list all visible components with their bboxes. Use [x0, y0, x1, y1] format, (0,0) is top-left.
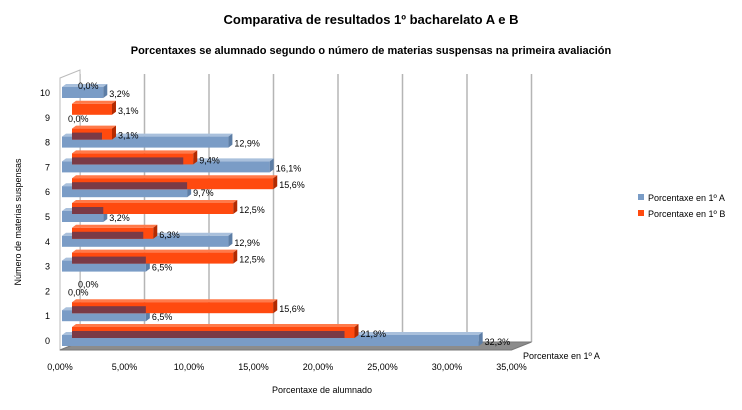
x-tick-label: 10,00%: [174, 362, 205, 372]
bar-series-b-side: [233, 200, 238, 214]
y-tick-label: 5: [45, 212, 50, 222]
bar-series-b-top: [72, 175, 278, 179]
data-label-series-b: 0,0%: [78, 279, 99, 289]
data-label-series-a: 32,3%: [485, 337, 511, 347]
data-label-series-a: 9,7%: [193, 188, 214, 198]
y-tick-label: 2: [45, 286, 50, 296]
bar-series-b-side: [111, 100, 116, 115]
x-axis-title: Porcentaxe de alumnado: [272, 385, 372, 395]
legend-label-a: Porcentaxe en 1º A: [648, 193, 725, 203]
bar-series-a: [62, 186, 188, 198]
y-tick-label: 10: [40, 88, 50, 98]
bar-series-b-top: [72, 324, 359, 327]
data-label-series-a: 0,0%: [68, 114, 89, 124]
data-label-series-b: 0,0%: [78, 81, 99, 91]
data-label-series-a: 12,9%: [234, 139, 260, 149]
x-tick-label: 30,00%: [432, 362, 463, 372]
bar-series-b: [72, 203, 234, 214]
bar-series-a-side: [228, 133, 233, 148]
data-label-series-a: 0,0%: [68, 287, 89, 297]
bar-overlap: [72, 182, 188, 190]
y-tick-label: 0: [45, 336, 50, 346]
y-tick-label: 8: [45, 138, 50, 148]
x-tick-label: 20,00%: [303, 362, 334, 372]
x-tick-label: 5,00%: [112, 362, 138, 372]
bar-series-a-top: [62, 84, 108, 87]
series-axis-label: Porcentaxe en 1º A: [523, 351, 600, 361]
data-label-series-b: 3,1%: [118, 106, 139, 116]
bar-series-b-top: [72, 224, 158, 228]
y-tick-label: 1: [45, 311, 50, 321]
data-label-series-b: 12,5%: [239, 255, 265, 265]
bar-overlap: [72, 207, 104, 214]
legend-swatch-a: [638, 194, 644, 200]
bar-series-a: [62, 211, 104, 222]
bar-series-b-top: [72, 150, 198, 154]
y-tick-label: 7: [45, 162, 50, 172]
bar-series-b-side: [233, 249, 238, 264]
bar-series-b: [72, 103, 112, 115]
bar-series-a-side: [103, 84, 108, 98]
y-tick-label: 3: [45, 262, 50, 272]
bar-overlap: [72, 231, 144, 239]
x-tick-label: 15,00%: [238, 362, 269, 372]
chart-subtitle: Porcentaxes se alumnado segundo o número…: [131, 45, 612, 57]
y-axis-title: Número de materias suspensas: [13, 158, 23, 286]
data-label-series-b: 21,9%: [361, 329, 387, 339]
x-tick-label: 0,00%: [47, 362, 73, 372]
bar-series-b: [72, 302, 274, 314]
y-tick-label: 4: [45, 237, 50, 247]
data-label-series-b: 15,6%: [279, 180, 305, 190]
chart-title: Comparativa de resultados 1º bacharelato…: [224, 12, 519, 27]
bar-series-a: [62, 87, 104, 98]
legend: Porcentaxe en 1º A Porcentaxe en 1º B: [638, 193, 725, 219]
data-label-series-a: 6,5%: [152, 312, 173, 322]
data-label-series-b: 9,4%: [199, 155, 220, 165]
bar-series-a: [62, 335, 479, 346]
data-label-series-b: 6,3%: [159, 230, 180, 240]
bar-series-b-top: [72, 299, 278, 303]
bar-overlap: [72, 132, 102, 140]
legend-label-b: Porcentaxe en 1º B: [648, 209, 725, 219]
bar-series-a-side: [228, 232, 233, 247]
bar-series-a-side: [269, 158, 274, 173]
data-label-series-b: 3,1%: [118, 131, 139, 141]
bar-series-b-side: [153, 224, 158, 239]
x-tick-label: 25,00%: [367, 362, 398, 372]
x-tick-label: 35,00%: [496, 362, 527, 372]
bar-series-b-side: [111, 125, 116, 140]
data-label-series-a: 16,1%: [276, 163, 302, 173]
bar-overlap: [72, 157, 184, 165]
bar-series-b-top: [72, 125, 116, 129]
y-tick-label: 6: [45, 187, 50, 197]
bar-series-a: [62, 161, 270, 173]
bar-series-b-side: [273, 299, 278, 314]
bar-overlap: [72, 256, 146, 264]
bar-series-a: [62, 136, 229, 148]
data-label-series-b: 15,6%: [279, 304, 305, 314]
bar-series-b-side: [273, 175, 278, 190]
bar-series-b-side: [354, 324, 359, 338]
bar-series-a: [62, 235, 229, 247]
bar-overlap: [72, 306, 146, 314]
data-label-series-a: 3,2%: [109, 213, 130, 223]
bar-series-b-top: [72, 200, 238, 203]
bar-series-b-top: [72, 100, 116, 104]
bar-series-b-top: [72, 249, 238, 253]
data-label-series-a: 12,9%: [234, 238, 260, 248]
y-tick-label: 9: [45, 113, 50, 123]
bar-series-a: [62, 310, 146, 322]
data-label-series-b: 12,5%: [239, 205, 265, 215]
bar-series-b: [72, 252, 234, 264]
bar-series-a: [62, 260, 146, 272]
data-label-series-a: 6,5%: [152, 263, 173, 273]
bar-series-a-side: [478, 332, 483, 346]
bar-series-b-side: [193, 150, 198, 165]
bar-overlap: [72, 331, 345, 338]
legend-swatch-b: [638, 210, 644, 216]
data-label-series-a: 3,2%: [109, 89, 130, 99]
